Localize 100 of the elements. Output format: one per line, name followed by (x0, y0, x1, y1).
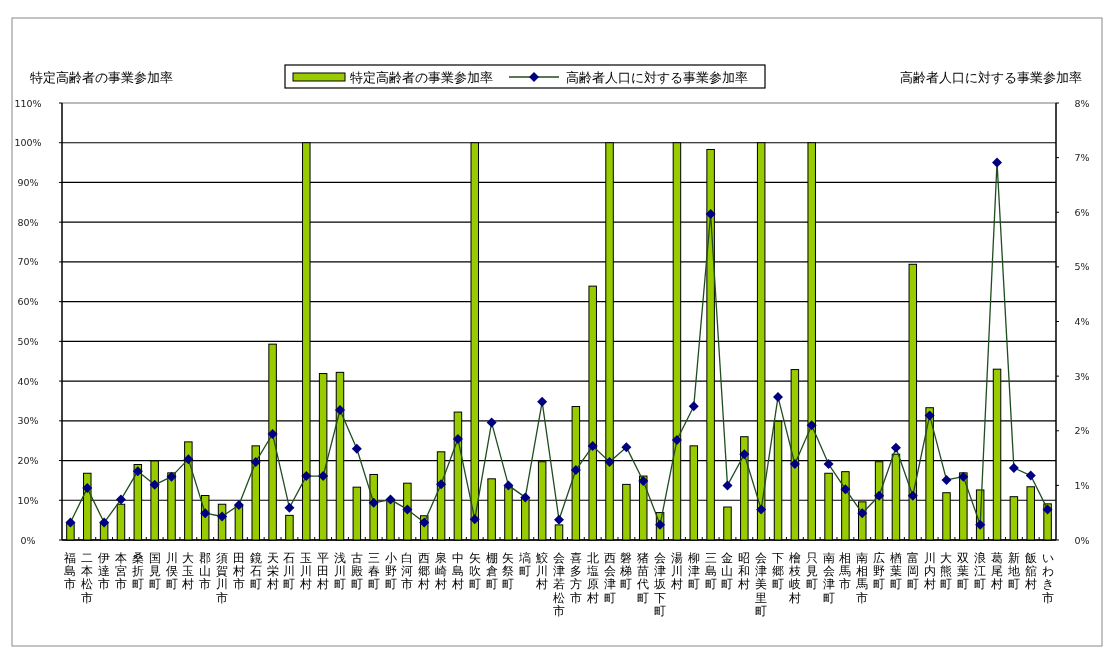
x-tick-label: 柳津町 (687, 551, 700, 592)
x-tick-label: 三春町 (367, 551, 380, 592)
x-tick-label: 玉川村 (299, 551, 313, 592)
point (284, 502, 295, 513)
point (604, 456, 615, 467)
point (941, 474, 952, 485)
point (452, 433, 463, 444)
x-tick-label: 鮫川村 (535, 551, 549, 592)
x-tick-label: 南会津町 (822, 551, 835, 605)
x-tick-label: 浪江町 (974, 551, 987, 592)
point (739, 449, 750, 460)
x-tick-label: 矢祭町 (502, 551, 515, 592)
point (301, 471, 312, 482)
x-tick-label: 福島市 (64, 551, 77, 592)
point (907, 490, 918, 501)
point (334, 404, 345, 415)
x-tick-label: 伊達市 (98, 551, 111, 592)
x-tick-label: 下郷町 (772, 551, 785, 592)
x-tick-label: 西会津町 (603, 551, 616, 605)
y2-tick-label: 8% (1074, 97, 1090, 109)
x-tick-label: 古殿町 (350, 551, 363, 592)
x-tick-label: 喜多方市 (569, 551, 582, 605)
y2-tick-label: 1% (1074, 479, 1090, 491)
point (587, 441, 598, 452)
y-tick-label: 70% (17, 256, 39, 268)
point (503, 480, 514, 491)
point (82, 483, 93, 494)
point (419, 517, 430, 528)
point (773, 391, 784, 402)
point (890, 442, 901, 453)
x-tick-label: 塙町 (518, 551, 532, 579)
y2-tick-label: 4% (1074, 316, 1090, 327)
x-tick-label: 鏡石町 (249, 551, 262, 592)
x-tick-label: 田村市 (231, 551, 245, 592)
x-tick-label: 平田村 (316, 551, 330, 592)
point (655, 519, 666, 530)
y-tick-label: 90% (17, 176, 39, 188)
x-tick-label: 桑折町 (131, 551, 144, 592)
x-tick-label: 矢吹町 (468, 551, 481, 592)
x-tick-label: 二本松市 (81, 551, 94, 605)
point (99, 517, 110, 528)
x-tick-label: 猪苗代町 (636, 551, 650, 605)
y-tick-label: 60% (17, 296, 39, 308)
point (351, 443, 362, 454)
x-tick-label: 会津若松市 (553, 551, 565, 618)
y2-tick-label: 3% (1074, 370, 1090, 382)
y-tick-label: 100% (14, 137, 42, 149)
y-tick-label: 50% (17, 335, 39, 347)
point (217, 511, 228, 522)
x-tick-label: 北塩原村 (585, 551, 599, 605)
point (200, 508, 211, 519)
point (233, 500, 244, 511)
y-tick-label: 80% (17, 216, 39, 228)
x-tick-label: 郡山市 (199, 551, 212, 592)
point (806, 420, 817, 431)
x-tick-label: 川俣町 (165, 551, 178, 592)
x-tick-label: 只見町 (805, 551, 818, 592)
y2-tick-label: 6% (1074, 206, 1090, 218)
x-tick-label: 双葉町 (957, 551, 970, 592)
x-tick-label: 大玉村 (181, 551, 195, 592)
x-tick-label: 棚倉町 (485, 551, 498, 592)
x-tick-label: 浅川町 (333, 551, 346, 592)
legend-label: 特定高齢者の事業参加率 (350, 70, 493, 85)
point (705, 208, 716, 219)
x-tick-label: 大熊町 (940, 551, 953, 592)
y-tick-label: 20% (17, 455, 39, 467)
x-tick-label: 新地町 (1006, 551, 1020, 592)
point (115, 494, 126, 505)
point (671, 435, 682, 446)
point (250, 456, 261, 467)
point (823, 459, 834, 470)
point (1008, 462, 1019, 473)
point (621, 442, 632, 453)
x-tick-label: 中島村 (450, 551, 464, 592)
point (183, 454, 194, 465)
y2-tick-label: 7% (1074, 152, 1090, 164)
point (1025, 470, 1036, 481)
y2-tick-label: 5% (1074, 261, 1090, 273)
x-tick-label: 富岡町 (906, 551, 919, 592)
point (857, 508, 868, 519)
point (537, 396, 548, 407)
x-tick-label: 会津美里町 (755, 551, 768, 618)
x-tick-label: 三島町 (704, 551, 717, 592)
y-tick-label: 10% (17, 494, 39, 506)
x-tick-label: 磐梯町 (619, 551, 633, 592)
x-tick-label: 西郷村 (417, 551, 431, 592)
point (722, 480, 733, 491)
point (318, 471, 329, 482)
point (789, 459, 800, 470)
y-tick-label: 30% (17, 415, 39, 427)
x-tick-label: 会津坂下町 (653, 551, 667, 618)
point (486, 417, 497, 428)
x-tick-label: 金山町 (721, 551, 734, 592)
point (688, 401, 699, 412)
point (385, 494, 396, 505)
x-tick-label: 天栄村 (265, 551, 279, 592)
point (1042, 504, 1053, 515)
y-tick-label: 0% (20, 534, 36, 546)
x-tick-label: 白河市 (401, 551, 414, 592)
x-tick-label: 国見町 (148, 551, 161, 592)
